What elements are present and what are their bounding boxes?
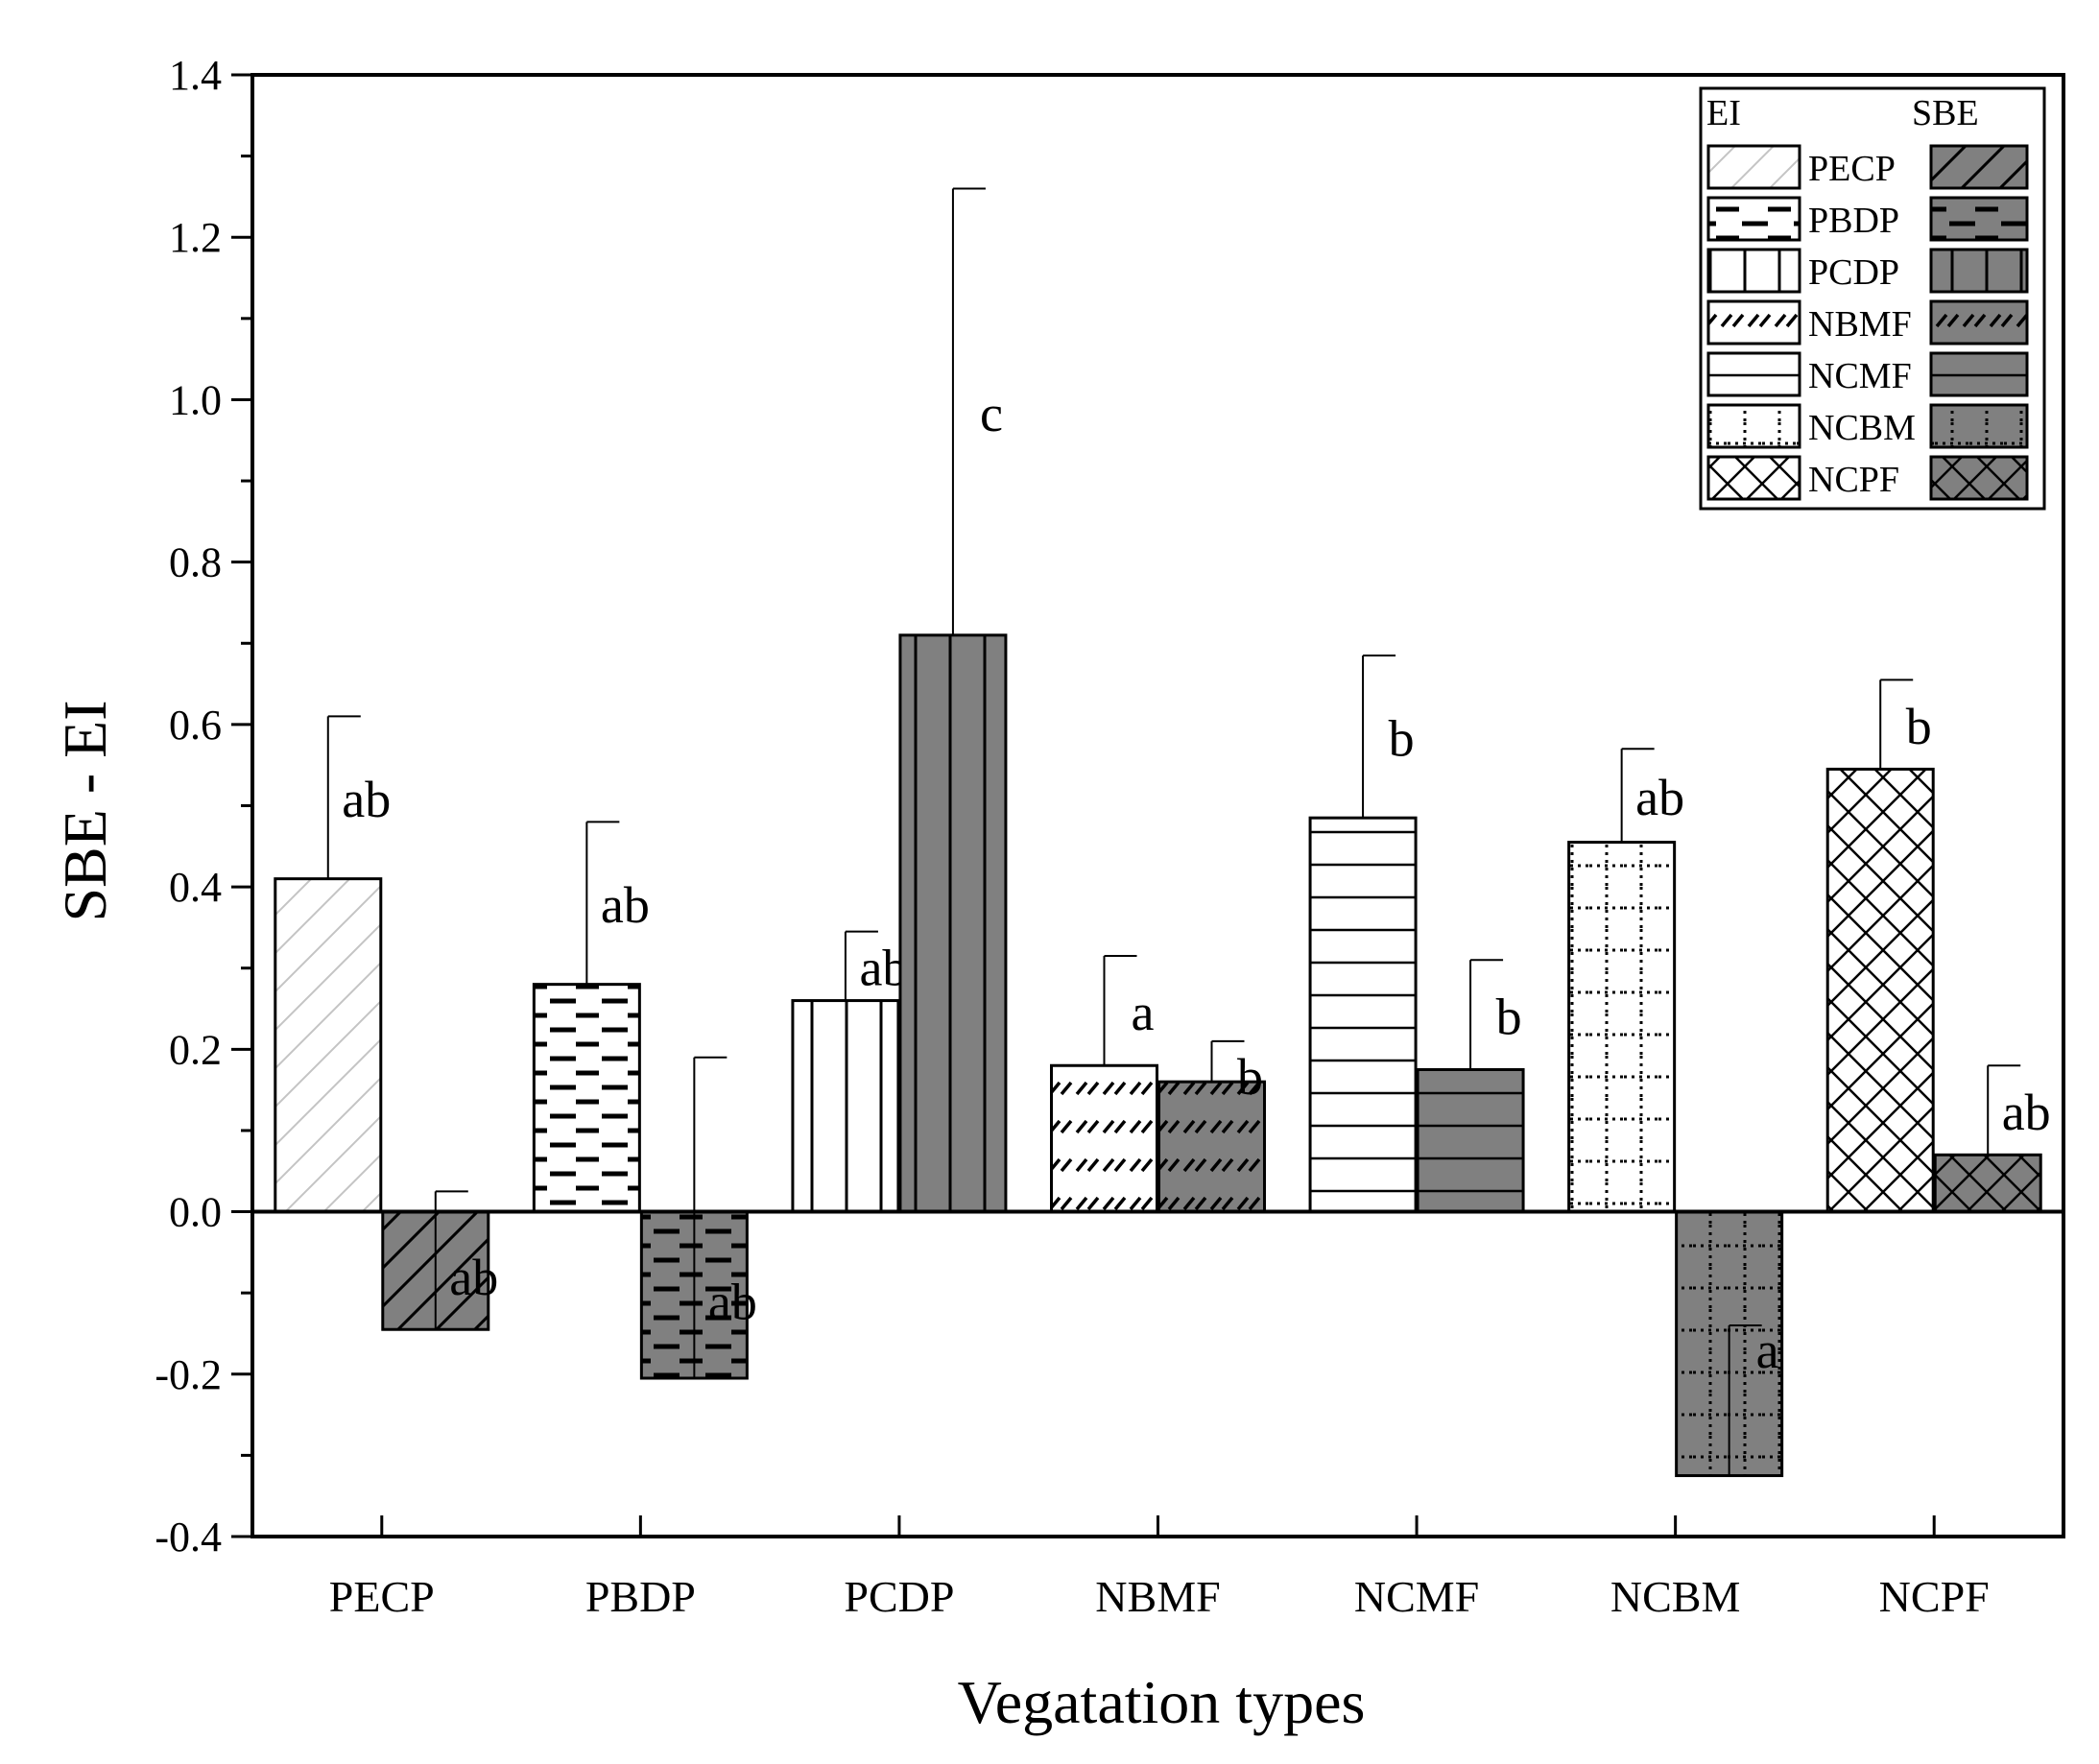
sig-label-ei-nbmf: a [1132, 984, 1155, 1041]
bar-ei-ncmf [1308, 816, 1418, 1214]
error-bar-sbe-nbmf [1210, 1039, 1245, 1083]
bar-ei-pecp [274, 877, 383, 1214]
legend-label-ncmf: NCMF [1808, 356, 1912, 396]
error-bar-ei-pecp [326, 715, 361, 879]
legend-label-nbmf: NBMF [1808, 304, 1912, 345]
legend-swatch-sbe-pecp [1929, 144, 2029, 190]
sig-label-sbe-nbmf: b [1237, 1048, 1263, 1106]
plot-area: abababababcabbbababab-0.4-0.20.00.20.40.… [155, 52, 2065, 1621]
bar-sbe-pcdp [898, 633, 1008, 1214]
sig-label-sbe-ncmf: b [1496, 988, 1522, 1045]
y-tick-label: 0.2 [169, 1026, 222, 1073]
legend-swatch-sbe-pbdp [1929, 196, 2029, 242]
legend-label-pcdp: PCDP [1808, 252, 1899, 293]
sig-label-ei-ncmf: b [1389, 710, 1415, 768]
error-bar-sbe-ncmf [1469, 959, 1504, 1070]
error-bar-ei-pcdp [844, 930, 878, 1001]
sig-label-ei-pbdp: ab [601, 876, 650, 934]
y-tick-label: -0.2 [155, 1351, 222, 1398]
legend: EI SBE PECP PBDP PCDP NBMF NCMF NCBM NCPF [1699, 86, 2046, 511]
error-bar-sbe-pcdp [951, 187, 986, 635]
sig-label-ei-pecp: ab [342, 771, 391, 828]
y-tick-label: 1.0 [169, 376, 222, 423]
bar-ei-pbdp [532, 983, 641, 1214]
bar-ei-pcdp [791, 999, 900, 1214]
legend-label-pbdp: PBDP [1808, 201, 1899, 241]
error-bar-sbe-pecp [434, 1190, 468, 1330]
y-tick-label: 0.8 [169, 539, 222, 586]
y-tick-label: 1.2 [169, 214, 222, 261]
legend-swatch-sbe-ncmf [1929, 351, 2029, 397]
x-tick-label-pbdp: PBDP [585, 1572, 696, 1621]
sig-label-sbe-pecp: ab [449, 1249, 498, 1306]
error-bar-ei-ncbm [1620, 748, 1655, 843]
error-bar-ei-pbdp [585, 821, 620, 985]
legend-header-ei: EI [1706, 93, 1741, 133]
legend-swatch-ei-nbmf [1706, 299, 1801, 346]
legend-swatch-sbe-nbmf [1929, 299, 2029, 346]
legend-label-ncbm: NCBM [1808, 408, 1916, 448]
legend-swatch-ei-pbdp [1706, 196, 1801, 242]
legend-label-pecp: PECP [1808, 149, 1896, 189]
bar-sbe-ncpf [1933, 1153, 2042, 1214]
legend-swatch-ei-ncmf [1706, 351, 1801, 397]
legend-swatch-sbe-ncpf [1929, 455, 2029, 501]
x-tick-label-ncpf: NCPF [1879, 1572, 1990, 1621]
y-axis-title: SBE - EI [51, 700, 119, 921]
bar-ei-nbmf [1050, 1063, 1158, 1214]
x-tick-label-ncbm: NCBM [1610, 1572, 1740, 1621]
bar-sbe-ncmf [1416, 1067, 1525, 1214]
y-tick-label: -0.4 [155, 1514, 222, 1561]
x-tick-label-nbmf: NBMF [1095, 1572, 1220, 1621]
sig-label-ei-ncbm: ab [1635, 769, 1684, 826]
error-bar-sbe-ncbm [1728, 1324, 1762, 1476]
legend-header-sbe: SBE [1912, 93, 1979, 133]
legend-label-ncpf: NCPF [1808, 460, 1899, 500]
x-tick-label-pecp: PECP [329, 1572, 435, 1621]
bar-ei-ncpf [1825, 767, 1935, 1214]
legend-swatch-ei-pcdp [1706, 248, 1801, 294]
y-tick-label: 1.4 [169, 52, 222, 99]
y-tick-label: 0.0 [169, 1189, 222, 1236]
x-tick-label-pcdp: PCDP [844, 1572, 954, 1621]
error-bar-ei-ncmf [1362, 654, 1396, 819]
legend-swatch-ei-pecp [1706, 144, 1801, 190]
bar-ei-ncbm [1567, 841, 1677, 1214]
legend-swatch-ei-ncpf [1706, 455, 1801, 501]
legend-swatch-sbe-pcdp [1929, 248, 2029, 294]
legend-swatch-ei-ncbm [1706, 403, 1801, 449]
x-axis-title: Vegatation types [958, 1668, 1366, 1736]
y-tick-label: 0.6 [169, 702, 222, 749]
y-tick-label: 0.4 [169, 864, 222, 911]
x-tick-label-ncmf: NCMF [1354, 1572, 1479, 1621]
sig-label-sbe-ncpf: ab [2002, 1084, 2051, 1141]
error-bar-ei-ncpf [1879, 679, 1914, 770]
error-bar-sbe-pbdp [693, 1056, 727, 1379]
sig-label-sbe-ncbm: a [1756, 1322, 1779, 1379]
error-bar-ei-nbmf [1103, 955, 1137, 1066]
sig-label-sbe-pbdp: ab [708, 1273, 757, 1330]
legend-swatch-sbe-ncbm [1929, 403, 2029, 449]
sig-label-ei-ncpf: b [1906, 698, 1932, 755]
sig-label-sbe-pcdp: c [980, 385, 1003, 442]
error-bar-sbe-ncpf [1987, 1064, 2021, 1156]
